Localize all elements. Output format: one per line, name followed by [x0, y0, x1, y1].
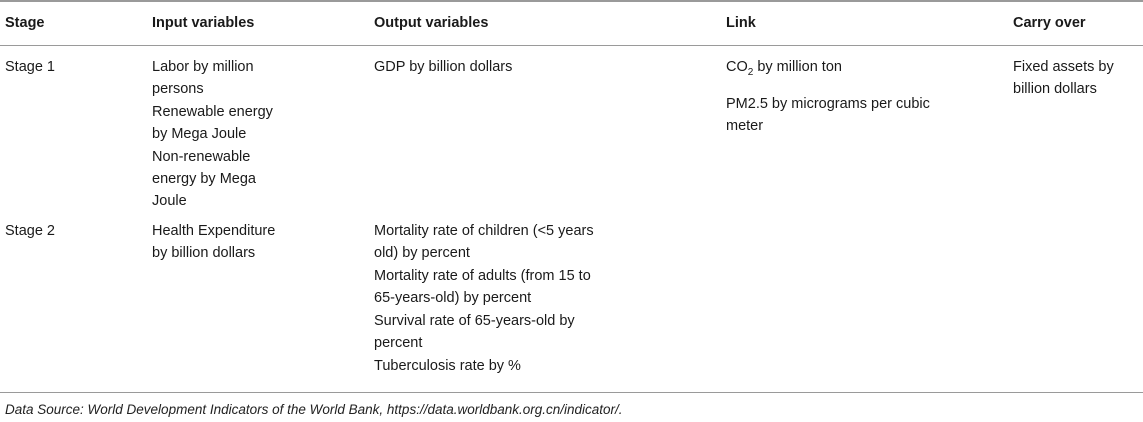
row-2-stage: Stage 2 [5, 223, 55, 239]
data-source-footnote: Data Source: World Development Indicator… [5, 402, 623, 417]
input-variable: Non-renewable energy by Mega Joule [152, 149, 256, 209]
header-carry-over: Carry over [1013, 15, 1086, 31]
link-pm25: PM2.5 by micrograms per cubic meter [726, 96, 930, 134]
row-1-input-variables: Labor by million persons Renewable energ… [152, 56, 287, 212]
input-variable: Labor by million persons [152, 59, 254, 97]
row-1-output-variables: GDP by billion dollars [374, 56, 614, 78]
table-top-rule [0, 0, 1143, 2]
row-1-link: CO2 by million ton PM2.5 by micrograms p… [726, 56, 936, 137]
header-stage: Stage [5, 15, 45, 31]
header-output-variables: Output variables [374, 15, 489, 31]
header-input-variables: Input variables [152, 15, 255, 31]
row-1-carry-over: Fixed assets by billion dollars [1013, 56, 1138, 100]
output-variable: Mortality rate of adults (from 15 to 65-… [374, 268, 591, 306]
header-rule [0, 45, 1143, 46]
carry-over-variable: Fixed assets by billion dollars [1013, 59, 1114, 97]
table-bottom-rule [0, 392, 1143, 393]
input-variable: Health Expenditure by billion dollars [152, 223, 276, 261]
output-variable: Mortality rate of children (<5 years old… [374, 223, 594, 261]
input-variable: Renewable energy by Mega Joule [152, 104, 273, 142]
output-variable: Tuberculosis rate by % [374, 358, 521, 374]
header-link: Link [726, 15, 756, 31]
row-2-output-variables: Mortality rate of children (<5 years old… [374, 220, 614, 377]
output-variable: GDP by billion dollars [374, 59, 513, 75]
link-co2: CO2 by million ton [726, 59, 842, 78]
row-2-input-variables: Health Expenditure by billion dollars [152, 220, 287, 264]
output-variable: Survival rate of 65-years-old by percent [374, 313, 575, 351]
row-1-stage: Stage 1 [5, 59, 55, 75]
